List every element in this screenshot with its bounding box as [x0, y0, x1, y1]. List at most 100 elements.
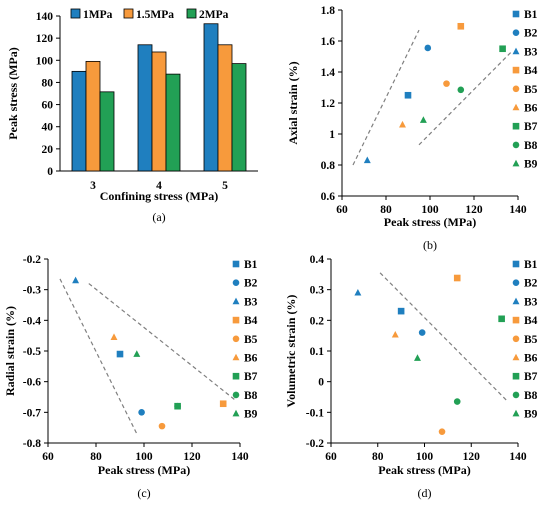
- data-point-b3: [363, 156, 371, 164]
- y-tick-label: -0.3: [23, 285, 41, 297]
- bar-2MPa-5: [231, 63, 247, 172]
- x-tick-label: 100: [421, 204, 439, 216]
- data-point-b5: [438, 428, 446, 435]
- y-tick-label: 40: [42, 122, 54, 134]
- trend-boundary-dashed-line: [379, 272, 507, 401]
- legend-label: B7: [244, 371, 258, 383]
- bar-2MPa-3: [99, 91, 115, 172]
- legend-label: B3: [524, 46, 538, 58]
- legend-label: B4: [524, 65, 538, 77]
- legend-label: B6: [524, 103, 538, 115]
- legend-swatch-1MPa: [70, 8, 81, 19]
- y-tick-label: 1.2: [321, 98, 336, 110]
- y-axis-label: Axial strain (%): [286, 61, 300, 144]
- y-tick-label: -0.1: [306, 407, 324, 419]
- data-point-b2: [424, 44, 432, 52]
- data-point-b1: [404, 91, 412, 99]
- legend-label: B6: [244, 353, 258, 365]
- legend-marker-b5: [232, 335, 240, 343]
- x-tick-label: 80: [90, 451, 102, 463]
- legend-label: B8: [524, 390, 538, 402]
- legend-label: B2: [524, 28, 538, 40]
- panel-caption: (c): [137, 486, 150, 500]
- legend-marker-b2: [232, 279, 240, 287]
- panel-caption: (d): [418, 486, 432, 500]
- legend-marker-b3: [232, 297, 240, 305]
- x-tick-label: 140: [509, 451, 527, 463]
- data-point-b2: [418, 329, 426, 336]
- legend-marker-b1: [512, 10, 520, 18]
- legend-marker-b6: [512, 103, 520, 111]
- x-tick-label: 140: [231, 451, 249, 463]
- legend-label: B8: [524, 140, 538, 152]
- bar-2MPa-4: [165, 73, 181, 172]
- legend-marker-b5: [512, 335, 520, 343]
- legend-label: B7: [524, 121, 538, 133]
- data-point-b3: [354, 288, 362, 296]
- x-axis-label: Peak stress (MPa): [378, 463, 470, 477]
- legend-label: B9: [244, 409, 258, 421]
- data-point-b7: [498, 315, 505, 323]
- legend-marker-b2: [512, 279, 520, 287]
- data-point-b7: [499, 45, 506, 53]
- legend-label: B3: [524, 296, 538, 308]
- x-tick-label: 5: [222, 180, 228, 192]
- y-tick-label: 0.6: [321, 191, 336, 203]
- legend-marker-b4: [512, 66, 520, 74]
- y-tick-label: -0.2: [23, 254, 41, 266]
- data-point-b5: [443, 80, 450, 87]
- data-point-b3: [72, 276, 80, 284]
- x-axis-label: Confining stress (MPa): [100, 189, 218, 203]
- y-axis-label: Peak stress (MPa): [6, 47, 20, 139]
- legend-label: B1: [524, 259, 538, 271]
- data-point-b4: [453, 274, 461, 282]
- legend-label: 1MPa: [83, 9, 113, 21]
- y-tick-label: 1.6: [321, 36, 336, 48]
- bar-1.5MPa-5: [217, 44, 233, 172]
- data-point-b4: [457, 22, 465, 30]
- y-tick-label: 140: [36, 11, 54, 23]
- legend-marker-b9: [512, 159, 520, 167]
- y-tick-label: 0.8: [321, 160, 336, 172]
- x-tick-label: 140: [509, 204, 527, 216]
- y-tick-label: 0: [47, 166, 53, 178]
- y-tick-label: 80: [42, 77, 54, 89]
- data-point-b8: [174, 402, 181, 410]
- legend-label: B1: [244, 259, 258, 271]
- legend-label: B2: [524, 278, 538, 290]
- x-tick-label: 60: [336, 204, 348, 216]
- y-tick-label: 20: [42, 144, 54, 156]
- panel-b-axial-strain-scatter: 60 80 100 120 140 0.6 0.8 1 1.2 1.4 1.6 1.8 B1 B2 B3 B4…: [286, 5, 538, 252]
- legend-label: B8: [244, 390, 258, 402]
- x-axis-label: Peak stress (MPa): [384, 215, 476, 229]
- y-axis-label: Volumetric strain (%): [284, 295, 298, 408]
- y-tick-label: -0.8: [23, 438, 41, 450]
- data-point-b4: [219, 400, 227, 408]
- legend-marker-b3: [512, 47, 520, 55]
- data-point-b5: [158, 422, 166, 430]
- legend-marker-b8: [512, 391, 520, 399]
- x-tick-label: 120: [463, 451, 481, 463]
- legend-label: B5: [524, 84, 538, 96]
- y-tick-label: 60: [42, 100, 54, 112]
- y-tick-label: 1.8: [321, 5, 336, 17]
- y-tick-label: 120: [36, 33, 54, 45]
- y-tick-label: -0.2: [306, 438, 324, 450]
- trend-boundary-dashed-line: [418, 51, 512, 146]
- data-point-b8: [457, 86, 465, 94]
- legend-label: B7: [524, 371, 538, 383]
- bar-1MPa-4: [137, 44, 153, 172]
- x-tick-label: 3: [90, 180, 96, 192]
- legend-marker-b7: [512, 372, 520, 380]
- legend-marker-b4: [232, 316, 240, 324]
- legend-swatch-2MPa: [186, 8, 197, 19]
- legend-label: B9: [524, 409, 538, 421]
- panel-c-radial-strain-scatter: 60 80 100 120 140 -0.8 -0.7 -0.6 -0.5 -0.4 -0.3 -0.…: [3, 254, 258, 500]
- data-point-b6: [391, 330, 399, 338]
- panel-caption: (a): [152, 210, 165, 224]
- x-tick-label: 80: [380, 204, 392, 216]
- data-point-b1: [116, 350, 124, 358]
- y-tick-label: 0: [318, 377, 324, 389]
- data-point-b6: [399, 120, 406, 128]
